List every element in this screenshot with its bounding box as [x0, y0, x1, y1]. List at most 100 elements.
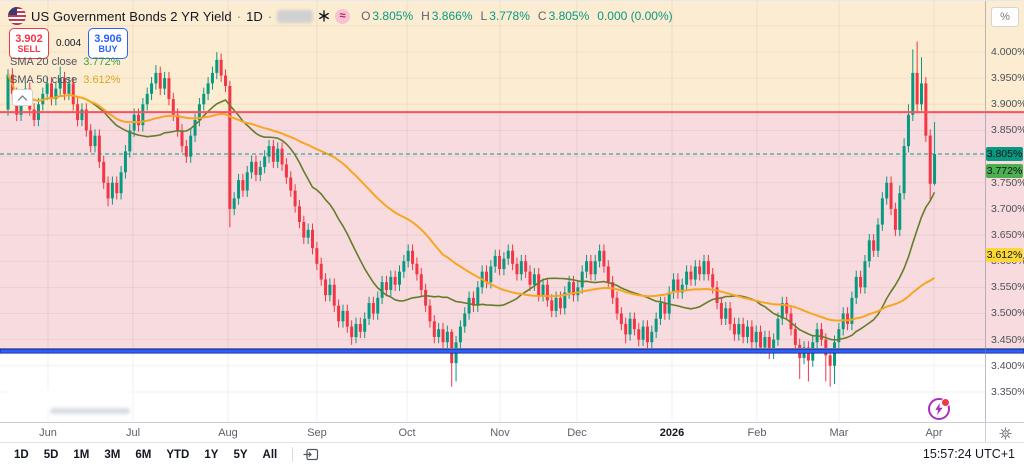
- candle-body: [171, 99, 175, 115]
- candle-body: [580, 271, 584, 288]
- candle-body: [833, 342, 836, 366]
- time-axis[interactable]: Jun Jul Aug Sep Oct Nov Dec 2026 Feb Mar Apr: [0, 422, 1024, 443]
- candle-body: [502, 258, 506, 270]
- candle-body: [728, 308, 732, 324]
- candle-body: [284, 164, 288, 178]
- candle-body: [467, 297, 471, 314]
- blurred-watermark-line: [50, 408, 130, 414]
- range-all-button[interactable]: All: [262, 449, 278, 461]
- symbol-title[interactable]: US Government Bonds 2 YR Yield: [31, 8, 232, 24]
- candle-body: [628, 318, 632, 335]
- candle-body: [541, 284, 545, 296]
- candle-body: [554, 297, 558, 311]
- candle-body: [524, 261, 528, 272]
- candle-body: [332, 284, 336, 306]
- title-separator-2: ·: [267, 8, 273, 24]
- trade-panel: 3.902 SELL 0.004 3.906 BUY: [9, 28, 129, 59]
- price-tick-label: 3.350%: [991, 385, 1024, 398]
- ohlc-high-value: 3.866%: [431, 9, 473, 23]
- candle-body: [358, 323, 362, 332]
- candle-body: [724, 308, 728, 319]
- candle-body: [606, 266, 610, 283]
- price-chart[interactable]: [0, 1, 1024, 422]
- candle-body: [419, 274, 423, 290]
- unit-percent-button[interactable]: %: [991, 7, 1019, 27]
- range-5y-button[interactable]: 5Y: [233, 449, 248, 461]
- candle-body: [319, 263, 323, 280]
- time-axis-label-oct: Oct: [398, 427, 416, 439]
- range-6m-button[interactable]: 6M: [135, 449, 152, 461]
- sell-button[interactable]: 3.902 SELL: [9, 28, 49, 59]
- chevron-up-icon: [17, 94, 28, 101]
- candle-body: [263, 156, 267, 168]
- candle-body: [32, 109, 36, 120]
- range-3m-button[interactable]: 3M: [104, 449, 121, 461]
- candle-body: [445, 331, 449, 343]
- candle-body: [93, 135, 97, 147]
- candle-body: [380, 282, 384, 298]
- candle-body: [793, 329, 797, 345]
- candle-body: [485, 271, 488, 283]
- approximation-icon[interactable]: ≈: [335, 8, 351, 24]
- candle-body: [498, 255, 502, 270]
- candle-body: [106, 182, 110, 199]
- range-1d-button[interactable]: 1D: [14, 449, 29, 461]
- candle-body: [880, 198, 884, 225]
- candle-body: [750, 326, 754, 343]
- ohlc-low-label: L: [480, 9, 488, 23]
- candle-body: [45, 83, 49, 94]
- candle-body: [302, 221, 306, 238]
- candle-body: [528, 271, 532, 285]
- price-badge-3805: 3.805%: [986, 146, 1023, 161]
- candle-body: [137, 114, 140, 126]
- go-to-date-icon: [303, 448, 319, 460]
- chart-pane: US Government Bonds 2 YR Yield · 1D · ≈ …: [0, 1, 1024, 442]
- clock-readout[interactable]: 15:57:24 UTC+1: [922, 447, 1015, 461]
- candle-body: [376, 297, 380, 314]
- candle-body: [180, 130, 184, 147]
- candle-body: [237, 180, 241, 199]
- candle-body: [293, 190, 297, 207]
- candle-body: [84, 109, 88, 131]
- candle-body: [389, 276, 393, 290]
- candle-body: [219, 59, 223, 76]
- legend-row-sma50[interactable]: SMA 50 close 3.612%: [10, 74, 121, 86]
- go-to-date-button[interactable]: [303, 447, 319, 462]
- candle-body: [619, 313, 623, 324]
- candle-body: [154, 72, 158, 84]
- candle-body: [754, 331, 758, 343]
- price-axis[interactable]: % 4.000% 3.950% 3.900% 3.850% 3.750% 3.700% 3.…: [985, 1, 1024, 422]
- time-axis-label-feb: Feb: [747, 427, 767, 439]
- interval-button[interactable]: 1D: [246, 8, 263, 24]
- buy-button[interactable]: 3.906 BUY: [88, 28, 129, 59]
- candle-body: [228, 85, 232, 209]
- legend-row-sma20[interactable]: SMA 20 close 3.772%: [10, 56, 121, 68]
- range-1y-button[interactable]: 1Y: [204, 449, 219, 461]
- candle-body: [859, 276, 863, 288]
- time-axis-label-dec: Dec: [567, 427, 587, 439]
- market-events-button[interactable]: [928, 398, 950, 420]
- candle-body: [632, 318, 636, 330]
- candle-body: [711, 274, 715, 288]
- range-5d-button[interactable]: 5D: [43, 449, 59, 461]
- candle-body: [863, 261, 867, 288]
- range-1m-button[interactable]: 1M: [73, 449, 90, 461]
- candle-body: [19, 99, 23, 115]
- candle-body: [141, 104, 145, 126]
- candle-body: [550, 300, 554, 311]
- price-tick-label: 3.550%: [991, 281, 1024, 294]
- candle-body: [698, 266, 702, 275]
- price-badge-3772: 3.772%: [986, 164, 1023, 179]
- candle-body: [898, 193, 902, 230]
- collapse-legend-button[interactable]: [12, 89, 33, 106]
- candle-body: [645, 326, 649, 343]
- snowflake-icon[interactable]: [318, 10, 330, 22]
- axis-settings-box[interactable]: [985, 423, 1024, 443]
- candle-body: [785, 303, 789, 314]
- candle-body: [184, 146, 188, 157]
- candle-body: [176, 114, 180, 131]
- sell-label: SELL: [17, 43, 41, 54]
- candle-body: [702, 261, 706, 275]
- range-ytd-button[interactable]: YTD: [166, 449, 190, 461]
